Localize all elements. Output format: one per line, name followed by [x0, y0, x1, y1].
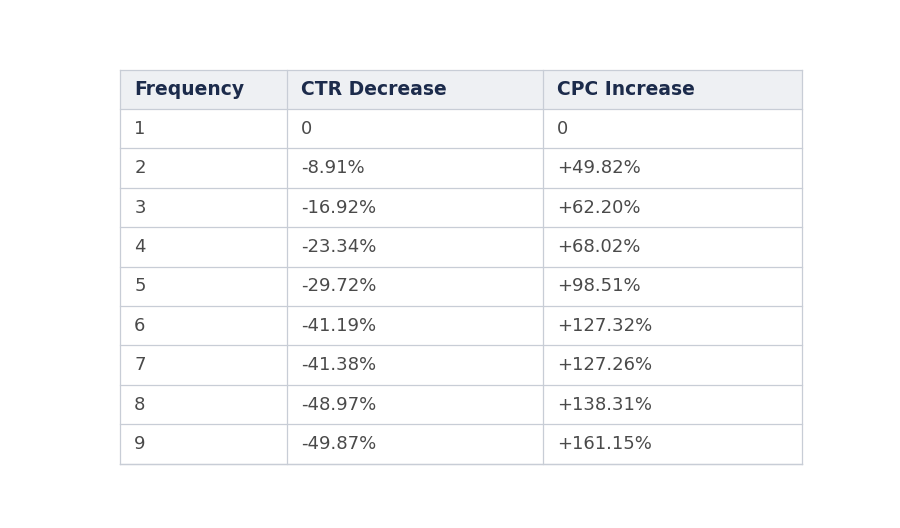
Text: CTR Decrease: CTR Decrease	[302, 80, 447, 99]
Text: -23.34%: -23.34%	[302, 238, 377, 256]
Bar	[543, 227, 802, 267]
Text: 3: 3	[134, 199, 146, 216]
Bar	[121, 425, 287, 464]
Bar	[287, 148, 543, 188]
Text: -8.91%: -8.91%	[302, 159, 364, 177]
Bar	[121, 345, 287, 385]
Text: 7: 7	[134, 356, 146, 374]
Bar	[543, 267, 802, 306]
Text: 9: 9	[134, 435, 146, 453]
Text: +127.26%: +127.26%	[557, 356, 652, 374]
Text: -41.19%: -41.19%	[302, 317, 376, 335]
Bar	[543, 385, 802, 425]
Text: +98.51%: +98.51%	[557, 277, 641, 295]
Text: +138.31%: +138.31%	[557, 395, 652, 413]
Text: 2: 2	[134, 159, 146, 177]
Bar	[287, 385, 543, 425]
Bar	[121, 109, 287, 148]
Text: Frequency: Frequency	[134, 80, 244, 99]
Bar	[543, 425, 802, 464]
Text: +161.15%: +161.15%	[557, 435, 652, 453]
Bar	[121, 306, 287, 345]
Text: CPC Increase: CPC Increase	[557, 80, 695, 99]
Bar	[287, 345, 543, 385]
Text: +68.02%: +68.02%	[557, 238, 641, 256]
Text: +49.82%: +49.82%	[557, 159, 641, 177]
Bar	[287, 227, 543, 267]
Bar	[121, 188, 287, 227]
Bar	[121, 227, 287, 267]
Text: 8: 8	[134, 395, 146, 413]
Text: +62.20%: +62.20%	[557, 199, 641, 216]
Bar	[287, 306, 543, 345]
Text: -41.38%: -41.38%	[302, 356, 376, 374]
Text: 1: 1	[134, 120, 146, 138]
Bar	[287, 267, 543, 306]
Text: 4: 4	[134, 238, 146, 256]
Bar	[121, 267, 287, 306]
Bar	[543, 188, 802, 227]
Text: 0: 0	[302, 120, 312, 138]
Text: -48.97%: -48.97%	[302, 395, 376, 413]
Text: 6: 6	[134, 317, 146, 335]
Text: -16.92%: -16.92%	[302, 199, 376, 216]
Bar	[543, 345, 802, 385]
Text: -49.87%: -49.87%	[302, 435, 376, 453]
Text: 0: 0	[557, 120, 568, 138]
Bar	[543, 306, 802, 345]
Bar	[287, 425, 543, 464]
Bar	[121, 148, 287, 188]
Bar	[121, 385, 287, 425]
Bar	[287, 70, 543, 109]
Text: +127.32%: +127.32%	[557, 317, 652, 335]
Bar	[543, 148, 802, 188]
Text: 5: 5	[134, 277, 146, 295]
Bar	[543, 70, 802, 109]
Bar	[543, 109, 802, 148]
Bar	[287, 109, 543, 148]
Text: -29.72%: -29.72%	[302, 277, 377, 295]
Bar	[287, 188, 543, 227]
Bar	[121, 70, 287, 109]
